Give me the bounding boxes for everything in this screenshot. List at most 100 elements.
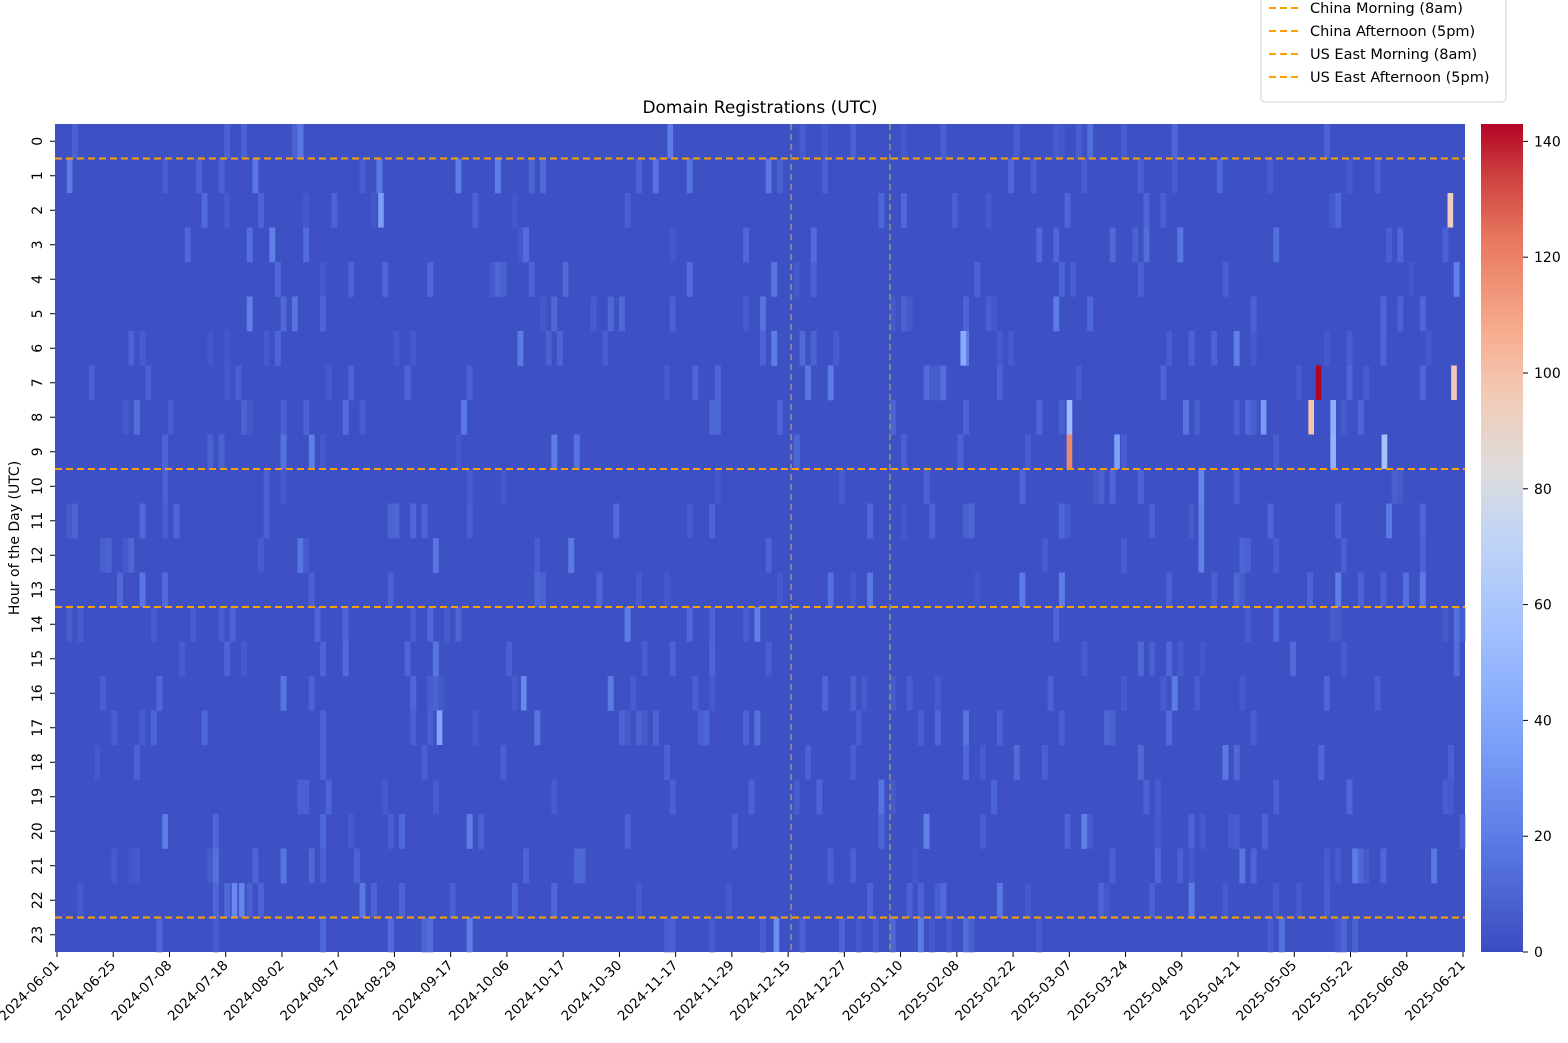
- heatmap-cell: [427, 710, 434, 746]
- heatmap-cell: [218, 158, 225, 194]
- heatmap-cell: [1160, 193, 1167, 228]
- heatmap-cell: [624, 193, 631, 228]
- legend-box: [1260, 0, 1507, 103]
- heatmap-cell: [1092, 469, 1099, 504]
- heatmap-cell: [348, 365, 355, 401]
- heatmap-cell: [438, 676, 445, 711]
- heatmap-cell: [551, 434, 558, 470]
- heatmap-cell: [635, 710, 642, 746]
- heatmap-cell: [540, 158, 546, 194]
- heatmap-cell: [1239, 848, 1246, 884]
- heatmap-cell: [692, 365, 699, 401]
- colorbar-gradient: [1481, 124, 1523, 952]
- heatmap-cell: [269, 227, 276, 263]
- heatmap-cell: [156, 917, 163, 953]
- heatmap-cell: [1453, 262, 1460, 297]
- heatmap-cell: [308, 434, 315, 470]
- heatmap-cell-highlight: [1330, 434, 1336, 469]
- heatmap-cell: [1245, 607, 1251, 642]
- y-tick-label: 23: [30, 926, 46, 944]
- heatmap-cell: [709, 917, 716, 953]
- heatmap-cell: [291, 124, 298, 159]
- heatmap-cell: [1250, 296, 1257, 332]
- heatmap-cell: [697, 710, 704, 746]
- heatmap-cell: [201, 710, 208, 746]
- heatmap-cell: [963, 296, 969, 332]
- heatmap-cell: [1098, 883, 1105, 918]
- heatmap-cell: [472, 193, 479, 228]
- heatmap-cell: [709, 503, 716, 539]
- colorbar-tick-label: 20: [1534, 829, 1552, 845]
- heatmap-cell: [1386, 503, 1392, 539]
- heatmap-cell: [776, 158, 783, 194]
- heatmap-cell: [669, 779, 676, 815]
- heatmap-cell: [224, 331, 231, 366]
- heatmap-cell: [1058, 124, 1065, 159]
- y-tick-label: 2: [30, 206, 46, 215]
- heatmap-cell: [224, 124, 231, 159]
- heatmap-cell: [297, 538, 304, 573]
- heatmap-cell: [325, 365, 332, 401]
- heatmap-cell: [1397, 227, 1404, 263]
- heatmap-cell: [280, 469, 287, 504]
- heatmap-cell: [122, 400, 129, 435]
- y-tick-label: 8: [30, 413, 46, 422]
- heatmap-cell: [974, 262, 981, 297]
- heatmap-cell: [838, 469, 845, 504]
- heatmap-cell: [996, 365, 1003, 401]
- heatmap-cell: [664, 745, 671, 780]
- heatmap-cell: [596, 572, 603, 608]
- heatmap-cell-highlight: [1315, 365, 1322, 400]
- heatmap-cell: [669, 641, 676, 677]
- heatmap-cell: [1143, 193, 1150, 228]
- heatmap-cell: [1222, 262, 1229, 297]
- heatmap-cell: [432, 779, 439, 815]
- heatmap-cell: [551, 883, 558, 918]
- vertical-reference-lines: [790, 124, 891, 952]
- heatmap-cell: [207, 848, 214, 884]
- heatmap-cell: [427, 676, 434, 711]
- heatmap-cell: [252, 158, 259, 194]
- heatmap-cell: [1188, 848, 1195, 884]
- heatmap-cell: [827, 365, 834, 401]
- heatmap-cell: [889, 676, 896, 711]
- heatmap-cell: [500, 262, 507, 297]
- heatmap-cell: [506, 641, 513, 677]
- heatmap-cell: [776, 400, 783, 435]
- heatmap-cell: [822, 676, 828, 711]
- heatmap-cell: [1160, 365, 1167, 401]
- heatmap-cell: [218, 607, 225, 642]
- heatmap-cell: [1171, 124, 1178, 159]
- heatmap-cell: [1250, 400, 1257, 435]
- heatmap-cell: [1397, 296, 1404, 332]
- heatmap-cell: [1177, 227, 1184, 263]
- heatmap-cell: [399, 814, 405, 849]
- heatmap-cell: [427, 607, 434, 642]
- heatmap-cell: [320, 710, 327, 746]
- heatmap-cell: [1329, 193, 1336, 228]
- heatmap-cell: [1098, 469, 1105, 504]
- heatmap-cell: [579, 848, 586, 884]
- heatmap-cell: [258, 538, 264, 573]
- heatmap-cell: [280, 400, 287, 435]
- heatmap-cell: [320, 848, 327, 884]
- heatmap-cell: [1081, 814, 1088, 849]
- heatmap-cell: [263, 469, 270, 504]
- heatmap-cell: [743, 227, 750, 263]
- heatmap-cell: [1120, 538, 1127, 573]
- heatmap-cell: [229, 607, 236, 642]
- heatmap-cell: [1194, 400, 1201, 435]
- heatmap-cell: [393, 331, 400, 366]
- heatmap-cell: [1335, 607, 1342, 642]
- heatmap-cell: [1340, 917, 1347, 953]
- heatmap-cell: [382, 779, 389, 815]
- heatmap-cell: [133, 848, 140, 884]
- heatmap-cell: [263, 503, 270, 539]
- heatmap-cell: [855, 917, 862, 953]
- heatmap-cell: [1324, 124, 1330, 159]
- heatmap-cell: [1137, 641, 1144, 677]
- heatmap-cell: [912, 848, 919, 884]
- heatmap-cell: [822, 124, 828, 159]
- heatmap-cell: [850, 124, 857, 159]
